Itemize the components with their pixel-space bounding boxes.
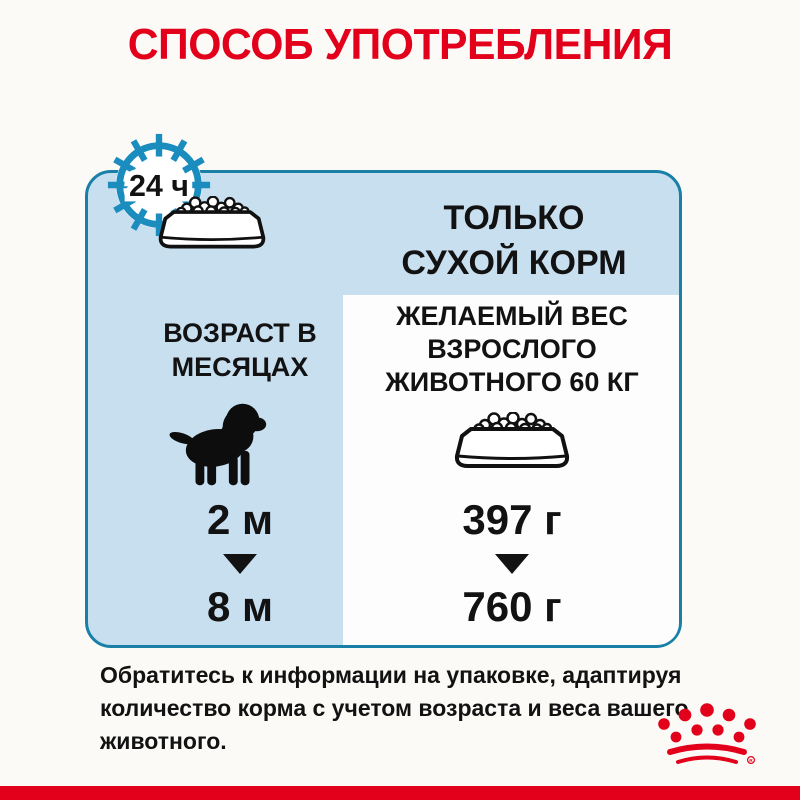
weight-end-value: 760 г [462,583,562,630]
only-dry-line-1: ТОЛЬКО [443,199,585,237]
age-end-value: 8 м [206,583,274,630]
age-header-line-2: МЕСЯЦАХ [171,352,309,382]
svg-text:R: R [749,758,753,764]
weight-header-line-1: ЖЕЛАЕМЫЙ ВЕС [396,301,628,331]
only-dry-line-2: СУХОЙ КОРМ [401,244,627,282]
food-bowl-icon [454,412,570,468]
age-start-value: 2 м [206,496,274,543]
clock-label: 24 ч [129,169,189,203]
only-dry-food-heading: ТОЛЬКО СУХОЙ КОРМ [348,196,680,286]
feeding-panel [85,170,682,648]
footer-note: Обратитесь к информации на упаковке, ада… [100,662,689,754]
puppy-silhouette-icon [169,403,267,486]
royal-canin-crown-logo: R [658,703,756,764]
weight-start-value: 397 г [462,496,562,543]
bottom-red-bar [0,786,800,800]
arrow-down-icon [223,554,257,574]
weight-column-header: ЖЕЛАЕМЫЙ ВЕС ВЗРОСЛОГО ЖИВОТНОГО 60 КГ [362,300,662,399]
registered-trademark-icon: R [746,755,755,764]
weight-header-line-2: ВЗРОСЛОГО [427,334,597,364]
age-column-header: ВОЗРАСТ В МЕСЯЦАХ [115,316,365,384]
page-title: СПОСОБ УПОТРЕБЛЕНИЯ [127,20,673,69]
age-header-line-1: ВОЗРАСТ В [163,318,317,348]
food-bowl-icon [158,196,266,249]
arrow-down-icon [495,554,529,574]
weight-column-panel [343,295,679,645]
weight-header-line-3: ЖИВОТНОГО 60 КГ [385,367,639,397]
